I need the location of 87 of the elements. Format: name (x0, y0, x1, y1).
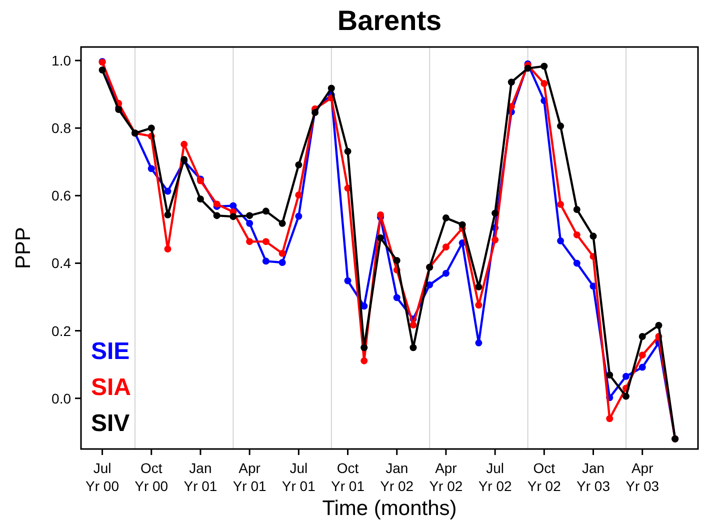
x-tick-label: Oct Yr 02 (527, 460, 562, 494)
point (606, 372, 614, 379)
point (262, 258, 270, 265)
point (213, 212, 220, 220)
point (442, 243, 450, 250)
point (492, 236, 499, 244)
x-tick-label: Jul Yr 00 (86, 460, 120, 494)
point (393, 294, 400, 302)
point (573, 231, 580, 238)
point (540, 80, 548, 87)
x-tick-label: Jul Yr 02 (478, 460, 512, 494)
x-axis-title: Time (months) (322, 497, 457, 520)
point (246, 238, 254, 246)
point (230, 202, 237, 210)
x-tick-label: Oct Yr 00 (134, 460, 168, 494)
point (590, 232, 597, 240)
point (442, 214, 450, 222)
point (410, 344, 417, 352)
point (606, 415, 614, 422)
point (557, 122, 564, 130)
point (638, 333, 646, 340)
point (377, 211, 384, 218)
point (410, 322, 417, 329)
y-tick-label: 0.2 (52, 322, 72, 339)
x-tick-label: Oct Yr 01 (331, 460, 365, 494)
x-tick-label: Jan Yr 02 (380, 460, 414, 494)
point (622, 372, 630, 380)
point (377, 234, 384, 242)
point (622, 392, 630, 400)
point (475, 302, 482, 309)
point (475, 339, 482, 346)
point (148, 165, 155, 172)
point (393, 257, 400, 264)
point (98, 66, 106, 74)
point (278, 259, 286, 266)
point (278, 250, 286, 257)
text: SIE (91, 338, 130, 365)
point (344, 277, 352, 284)
text: SIA (91, 374, 132, 401)
point (492, 210, 499, 217)
y-tick-label: 0.0 (52, 390, 72, 406)
y-axis-title: PPP (12, 226, 35, 270)
x-tick-label: Jan Yr 01 (184, 460, 218, 494)
point (164, 188, 172, 195)
point (557, 200, 564, 208)
point (262, 208, 270, 215)
point (246, 220, 254, 227)
point (360, 344, 368, 352)
point (230, 213, 237, 220)
point (573, 206, 580, 213)
text: SIV (91, 410, 130, 437)
point (278, 220, 286, 227)
point (295, 212, 302, 220)
point (638, 364, 646, 371)
point (508, 78, 515, 86)
x-tick-label: Apr Yr 01 (232, 460, 267, 494)
point (655, 322, 662, 329)
point (557, 237, 564, 244)
point (148, 124, 155, 132)
point (360, 357, 368, 364)
point (262, 238, 270, 246)
chart-title: Barents (337, 5, 442, 36)
point (573, 260, 580, 267)
point (638, 352, 646, 359)
y-tick-label: 0.8 (52, 120, 72, 136)
point (246, 212, 254, 220)
x-tick-label: Jan Yr 03 (576, 460, 610, 494)
y-tick-label: 0.6 (52, 188, 72, 204)
point (295, 191, 302, 198)
point (540, 62, 548, 70)
point (164, 211, 172, 218)
x-tick-label: Apr Yr 03 (626, 460, 660, 494)
point (328, 84, 335, 92)
point (458, 221, 466, 228)
point (196, 196, 204, 203)
y-tick-label: 1.0 (52, 52, 72, 69)
point (295, 161, 302, 168)
point (164, 246, 172, 253)
point (442, 270, 450, 277)
point (180, 140, 188, 148)
point (344, 148, 352, 155)
point (312, 109, 319, 116)
y-tick-label: 0.4 (52, 255, 72, 272)
x-tick-label: Apr Yr 02 (429, 460, 463, 494)
point (524, 64, 532, 72)
x-tick-label: Jul Yr 01 (282, 460, 316, 494)
point (475, 283, 482, 290)
